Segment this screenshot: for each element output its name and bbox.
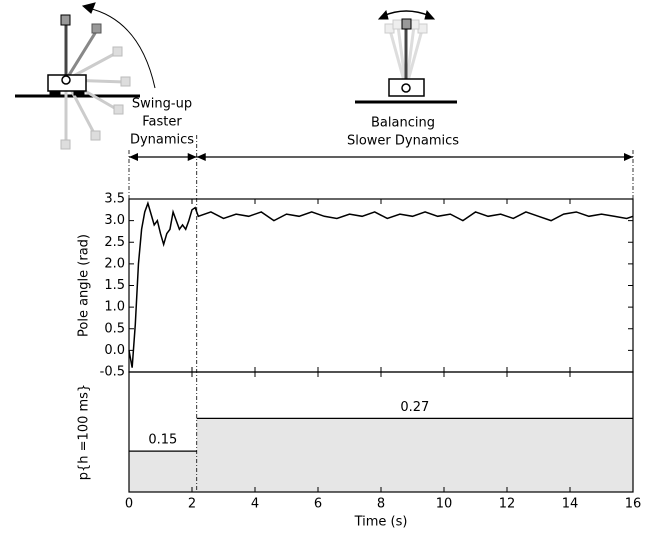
x-tick-label: 4 xyxy=(251,497,259,512)
y-tick-label: 1.0 xyxy=(104,300,125,315)
x-tick-label: 6 xyxy=(314,497,322,512)
y-axis-label: p{h =100 ms} xyxy=(77,384,92,480)
x-tick-label: 2 xyxy=(188,497,196,512)
angle-line xyxy=(128,200,634,368)
y-tick-label: 2.0 xyxy=(104,256,125,271)
y-tick-label: 0.0 xyxy=(104,343,125,358)
data-label: 0.15 xyxy=(148,433,177,448)
probability-bar xyxy=(196,418,633,492)
swing-up-icon xyxy=(15,2,156,150)
y-tick-label: -0.5 xyxy=(100,365,125,380)
x-tick-label: 0 xyxy=(125,497,133,512)
swing-up-label: Dynamics xyxy=(130,133,194,148)
y-tick-label: 3.5 xyxy=(104,192,125,207)
axes-frame xyxy=(128,198,634,373)
swing-up-label: Faster xyxy=(142,115,182,130)
x-tick-label: 16 xyxy=(625,497,642,512)
balancing-label: Slower Dynamics xyxy=(347,134,459,149)
swing-up-label: Swing-up xyxy=(132,97,192,112)
y-axis-label: Pole angle (rad) xyxy=(77,234,92,337)
x-tick-label: 12 xyxy=(499,497,516,512)
probability-bar xyxy=(129,451,197,492)
y-tick-label: 2.5 xyxy=(104,235,125,250)
x-tick-label: 10 xyxy=(436,497,453,512)
x-axis-label: Time (s) xyxy=(354,515,408,530)
y-tick-label: 0.5 xyxy=(104,321,125,336)
y-tick-label: 1.5 xyxy=(104,278,125,293)
y-tick-label: 3.0 xyxy=(104,213,125,228)
balancing-icon xyxy=(355,9,457,104)
data-label: 0.27 xyxy=(400,400,429,415)
x-tick-label: 8 xyxy=(377,497,385,512)
balancing-label: Balancing xyxy=(371,116,435,131)
x-tick-label: 14 xyxy=(562,497,579,512)
